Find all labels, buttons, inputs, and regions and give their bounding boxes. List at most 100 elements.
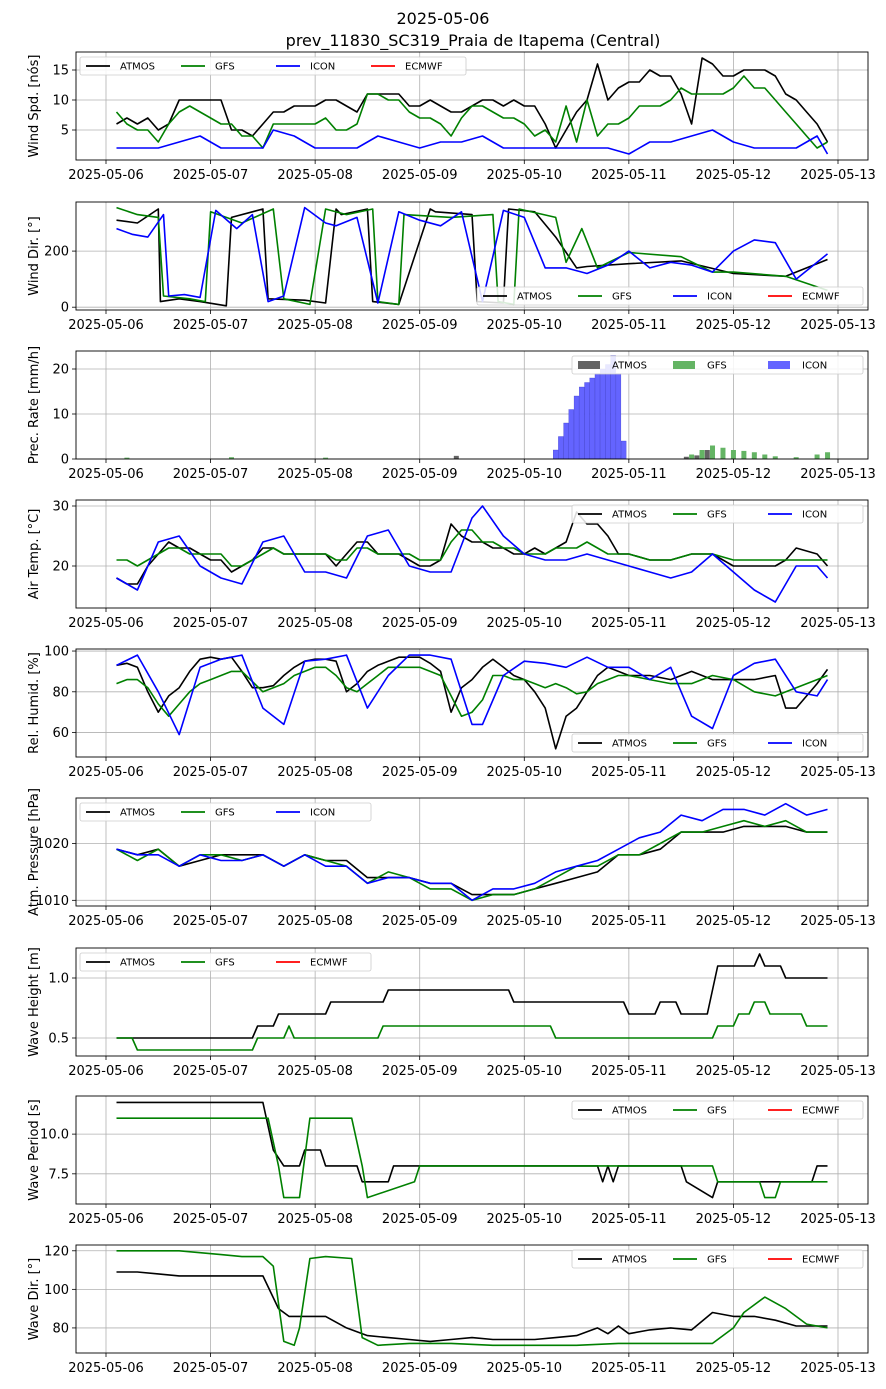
legend-label-atmos: ATMOS (612, 1255, 647, 1266)
axes-frame (75, 51, 869, 161)
y-axis-label: Wave Dir. [°] (27, 1258, 42, 1341)
legend-box (571, 355, 864, 375)
panel-1: 2025-05-06 2025-05-07 2025-05-08 2025-05-09… (27, 51, 876, 183)
precip-bar-atmos (683, 456, 689, 459)
x-tick-label: 2025-05-11 (591, 168, 667, 183)
x-tick-label: 2025-05-11 (591, 914, 667, 929)
x-tick-label: 2025-05-12 (696, 467, 772, 482)
x-tick-label: 2025-05-08 (277, 765, 353, 780)
x-tick-label: 2025-05-10 (487, 914, 563, 929)
axes-frame (75, 1244, 869, 1354)
precip-bar-gfs (720, 447, 726, 459)
legend-label-gfs: GFS (707, 361, 727, 372)
x-tick-label: 2025-05-11 (591, 1064, 667, 1079)
legend-label-icon: ICON (707, 292, 732, 303)
x-tick-label: 2025-05-07 (173, 616, 249, 631)
legend: ATMOS GFS ICON ECMWF (79, 56, 467, 76)
precip-bar-gfs (825, 452, 831, 459)
axes-frame (75, 648, 869, 758)
series-line-icon (116, 129, 829, 155)
series-line-gfs (115, 75, 828, 149)
legend-box (79, 952, 372, 972)
x-tick-label: 2025-05-12 (696, 914, 772, 929)
legend-label-ecmwf: ECMWF (802, 292, 840, 303)
legend-label-icon: ICON (310, 808, 335, 819)
x-tick-label: 2025-05-06 (68, 318, 144, 333)
x-tick-label: 2025-05-06 (68, 1212, 144, 1227)
x-tick-label: 2025-05-13 (800, 467, 876, 482)
x-tick-label: 2025-05-07 (173, 1212, 249, 1227)
precip-bar-gfs (228, 457, 234, 459)
legend-label-atmos: ATMOS (612, 510, 647, 521)
x-tick-label: 2025-05-10 (487, 765, 563, 780)
legend-label-atmos: ATMOS (612, 1106, 647, 1117)
legend-box (571, 504, 864, 524)
x-tick-label: 2025-05-07 (173, 467, 249, 482)
x-tick-label: 2025-05-13 (800, 318, 876, 333)
legend-box (476, 286, 864, 306)
precip-bar-atmos (704, 450, 710, 459)
legend-swatch-atmos (578, 361, 600, 369)
series-line-gfs (116, 1001, 828, 1051)
y-tick-label: 15 (52, 64, 69, 79)
series-line-gfs (116, 1250, 828, 1347)
x-tick-label: 2025-05-11 (591, 467, 667, 482)
precip-bar-gfs (689, 454, 695, 459)
axes-frame (75, 499, 869, 609)
axes-frame (75, 201, 869, 311)
x-tick-label: 2025-05-13 (800, 1064, 876, 1079)
y-tick-label: 20 (52, 363, 69, 378)
x-tick-label: 2025-05-13 (800, 765, 876, 780)
y-tick-label: 1010 (36, 894, 69, 909)
legend: ATMOS GFS ECMWF (571, 1249, 864, 1269)
precip-bar-icon (620, 440, 627, 460)
legend-box (79, 56, 467, 76)
legend-label-gfs: GFS (707, 510, 727, 521)
y-tick-label: 10 (52, 408, 69, 423)
x-tick-label: 2025-05-06 (68, 914, 144, 929)
y-tick-label: 100 (44, 1283, 69, 1298)
precip-bar-gfs (710, 445, 716, 459)
x-tick-label: 2025-05-13 (800, 1212, 876, 1227)
x-tick-label: 2025-05-08 (277, 914, 353, 929)
precip-bar-icon (600, 368, 606, 460)
y-tick-label: 100 (44, 645, 69, 660)
legend-box (79, 802, 372, 822)
x-tick-label: 2025-05-10 (487, 168, 563, 183)
precip-bar-icon (605, 364, 611, 460)
series-line-gfs (116, 666, 828, 717)
x-tick-label: 2025-05-08 (277, 168, 353, 183)
x-tick-label: 2025-05-10 (487, 318, 563, 333)
x-tick-label: 2025-05-07 (173, 914, 249, 929)
x-tick-label: 2025-05-09 (382, 616, 458, 631)
axes-frame (75, 350, 869, 460)
series-line-icon (116, 654, 829, 736)
y-tick-label: 200 (44, 245, 69, 260)
x-tick-label: 2025-05-06 (68, 467, 144, 482)
axes-frame (75, 947, 869, 1057)
panel-5: 2025-05-06 2025-05-07 2025-05-08 2025-05-09… (27, 645, 876, 780)
precip-bar-icon (579, 386, 585, 460)
x-tick-label: 2025-05-12 (696, 1064, 772, 1079)
x-tick-label: 2025-05-11 (591, 318, 667, 333)
y-tick-label: 7.5 (48, 1167, 69, 1182)
precip-bar-gfs (762, 454, 768, 459)
series-line-gfs (116, 529, 828, 567)
x-tick-label: 2025-05-09 (382, 168, 458, 183)
legend: ATMOS GFS ICON (571, 504, 864, 524)
legend: ATMOS GFS ICON ECMWF (476, 286, 864, 306)
legend: ATMOS GFS ECMWF (571, 1100, 864, 1120)
precip-bar-gfs (793, 457, 799, 459)
precip-bar-icon (589, 377, 595, 460)
legend-label-gfs: GFS (215, 958, 235, 969)
y-axis-label: Wind Spd. [nós] (27, 55, 42, 158)
legend-label-icon: ICON (802, 739, 827, 750)
x-tick-label: 2025-05-06 (68, 616, 144, 631)
precip-bar-gfs (699, 450, 705, 459)
x-tick-label: 2025-05-08 (277, 1064, 353, 1079)
legend-label-atmos: ATMOS (612, 739, 647, 750)
series-line-icon (116, 505, 829, 603)
x-tick-label: 2025-05-12 (696, 1212, 772, 1227)
y-axis-label: Rel. Humid. [%] (27, 652, 42, 754)
legend: ATMOS GFS ECMWF (79, 952, 372, 972)
